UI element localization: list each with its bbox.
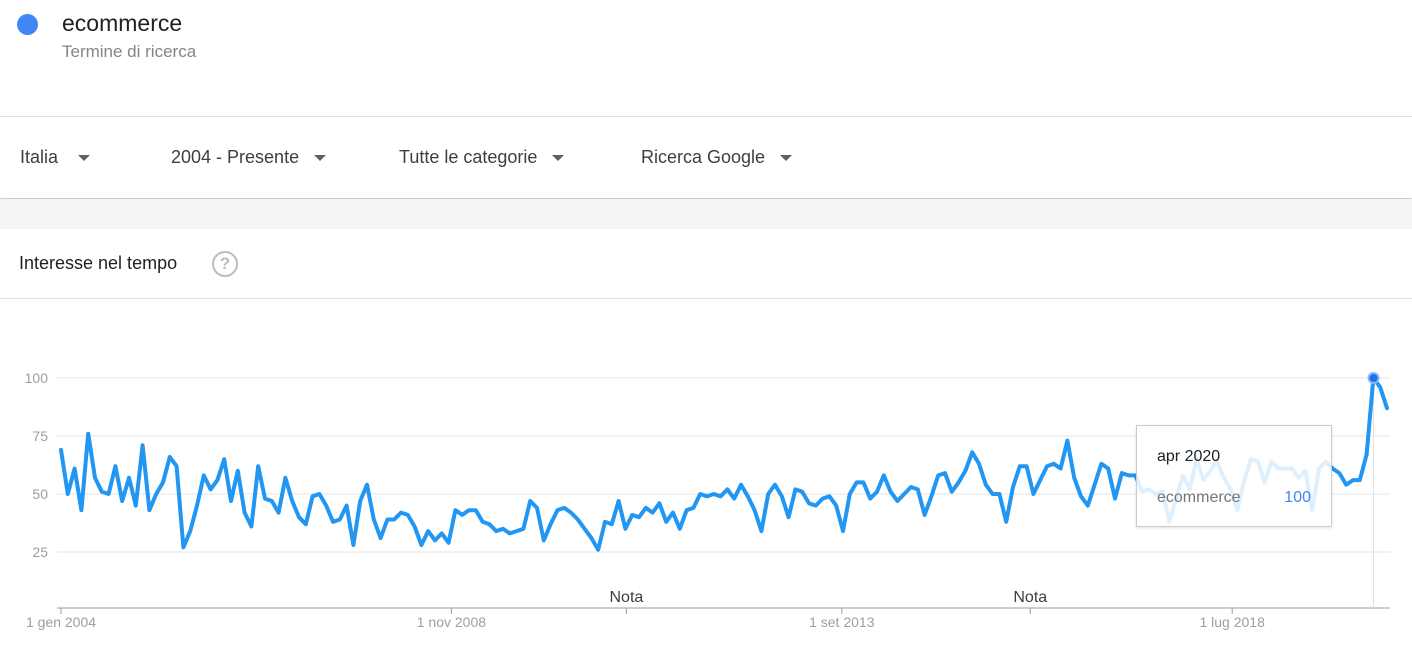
y-tick-label-25: 25	[32, 544, 48, 560]
card-header: Interesse nel tempo	[0, 229, 1412, 299]
tooltip-term: ecommerce	[1157, 489, 1241, 506]
y-tick-label-50: 50	[32, 486, 48, 502]
note-label-0: Nota	[610, 589, 644, 606]
filter-category[interactable]: Tutte le categorie	[399, 117, 565, 197]
y-axis-labels: 25 50 75 100	[25, 370, 49, 560]
caret-down-icon	[552, 155, 565, 161]
tooltip-date: apr 2020	[1157, 448, 1221, 465]
filter-search-type[interactable]: Ricerca Google	[641, 117, 793, 197]
term-color-dot	[17, 14, 38, 35]
chart-notes: Nota Nota	[610, 589, 1047, 614]
filter-search-type-label: Ricerca Google	[641, 146, 766, 167]
filter-region-label: Italia	[20, 146, 59, 167]
filter-category-label: Tutte le categorie	[399, 146, 538, 167]
highlight-point	[1367, 372, 1380, 384]
chart-tooltip: apr 2020 ecommerce 100	[1136, 425, 1332, 527]
caret-down-icon	[78, 155, 91, 161]
help-circle-icon[interactable]: ?	[212, 251, 238, 277]
filter-bar: Italia 2004 - Presente Tutte le categori…	[0, 116, 1412, 198]
tooltip-value: 100	[1284, 489, 1311, 506]
filter-time-range[interactable]: 2004 - Presente	[171, 117, 327, 197]
x-tick-label-0: 1 gen 2004	[26, 614, 96, 630]
term-type: Termine di ricerca	[62, 42, 197, 61]
caret-down-icon	[314, 155, 327, 161]
x-tick-label-2: 1 set 2013	[809, 614, 875, 630]
section-separator	[0, 199, 1412, 229]
x-tick-label-1: 1 nov 2008	[417, 614, 486, 630]
note-label-1: Nota	[1013, 589, 1047, 606]
filter-region[interactable]: Italia	[20, 117, 91, 197]
filter-time-range-label: 2004 - Presente	[171, 146, 300, 167]
interest-over-time-chart[interactable]: 25 50 75 100 1 gen 2004 1 nov 2008 1 set 2013…	[0, 300, 1412, 647]
term-header: ecommerce Termine di ricerca	[0, 0, 1412, 116]
card-title: Interesse nel tempo	[19, 253, 178, 273]
y-tick-label-75: 75	[32, 428, 48, 444]
y-tick-label-100: 100	[25, 370, 49, 386]
term-name: ecommerce	[62, 10, 183, 36]
caret-down-icon	[780, 155, 793, 161]
x-axis-ticks: 1 gen 2004 1 nov 2008 1 set 2013 1 lug 2018	[26, 608, 1265, 630]
x-tick-label-3: 1 lug 2018	[1199, 614, 1265, 630]
